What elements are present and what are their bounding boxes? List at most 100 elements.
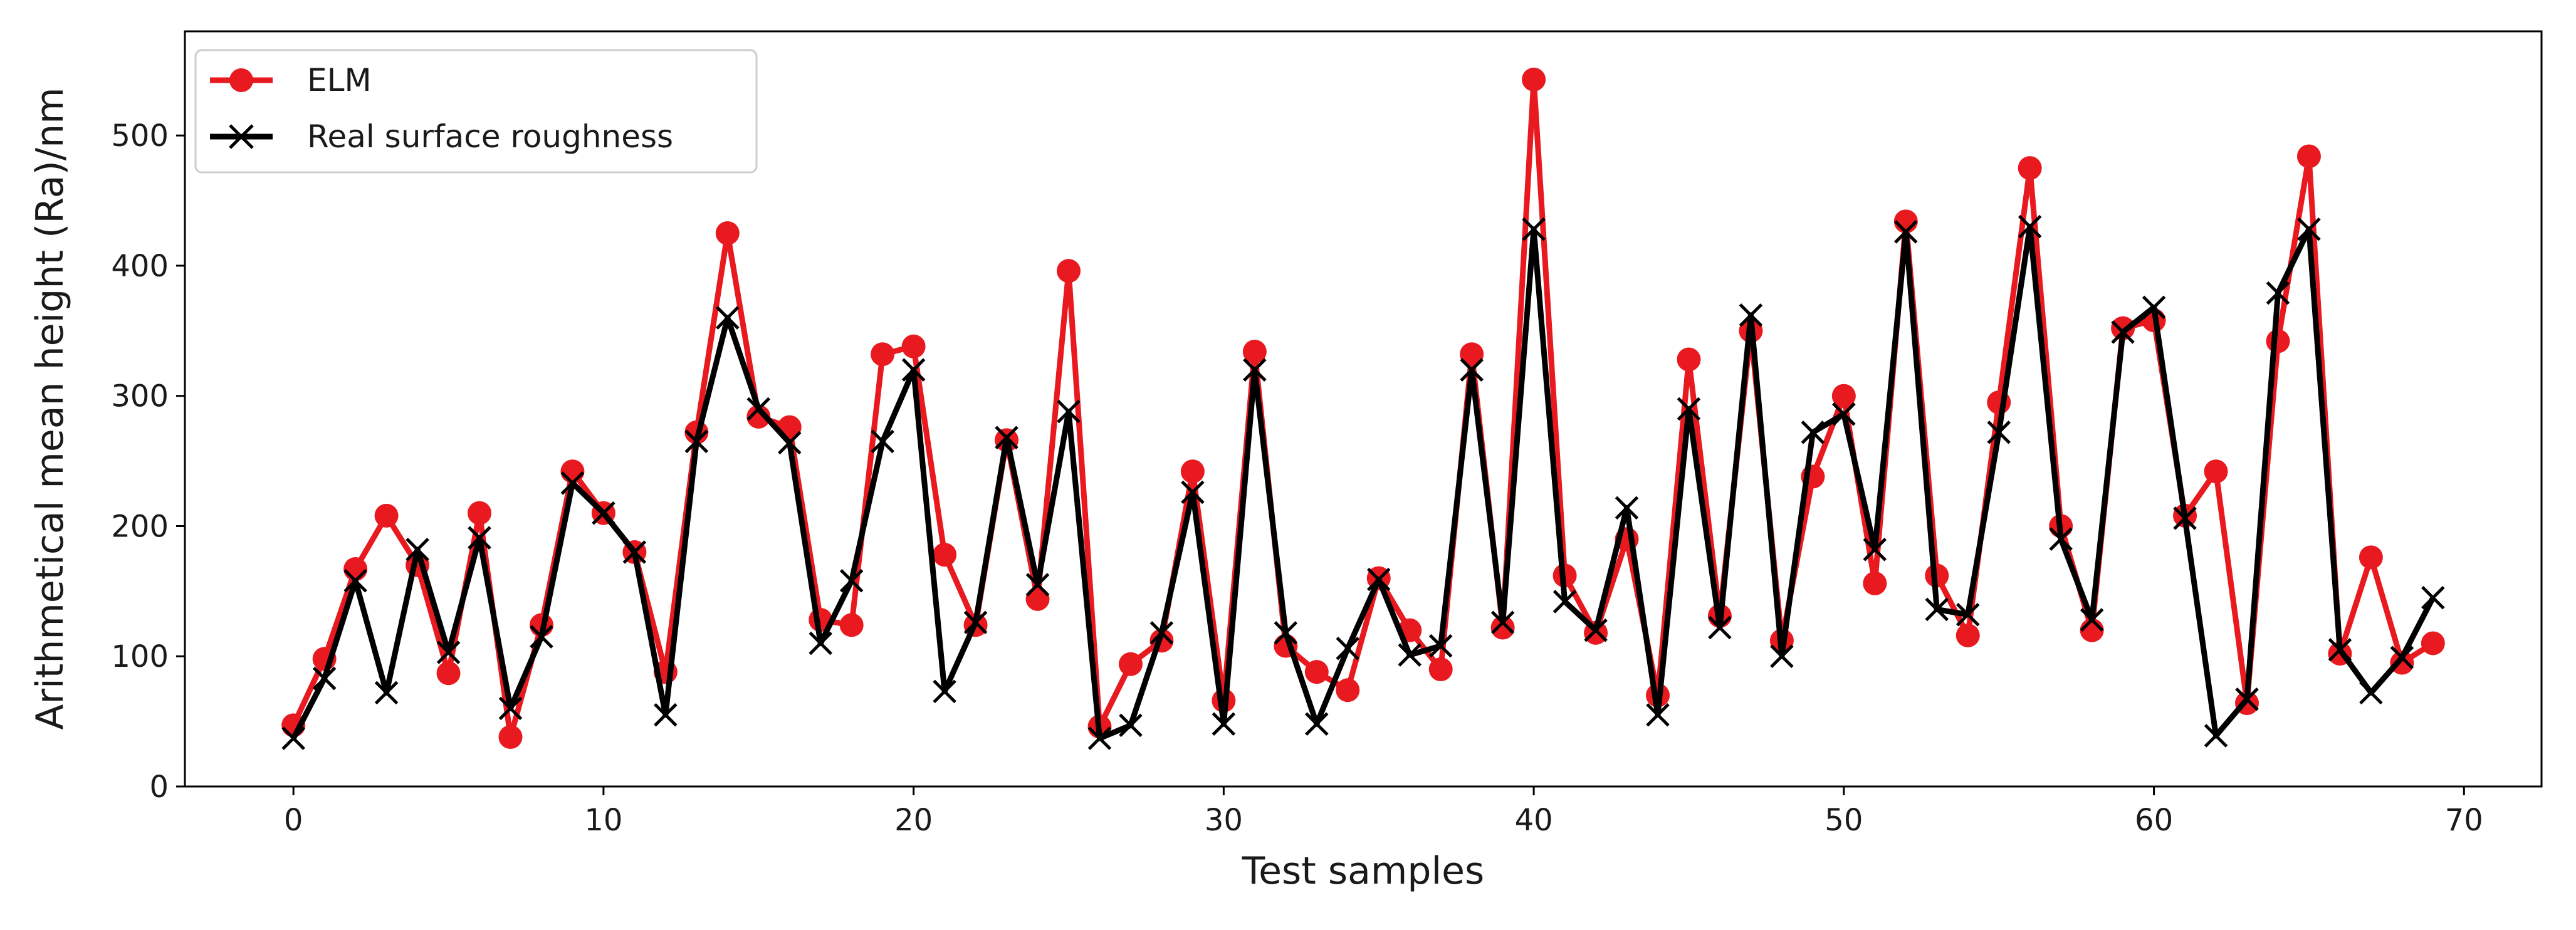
data-point bbox=[1522, 67, 1546, 91]
y-tick-label: 100 bbox=[111, 639, 169, 674]
data-point bbox=[654, 703, 678, 727]
data-point bbox=[1305, 712, 1329, 736]
data-point bbox=[2142, 295, 2166, 320]
data-point bbox=[1243, 358, 1267, 382]
data-point bbox=[933, 679, 956, 704]
data-point bbox=[1460, 342, 1484, 367]
data-point bbox=[2359, 681, 2383, 705]
series-layer bbox=[281, 67, 2445, 750]
data-point bbox=[839, 613, 864, 637]
data-point bbox=[1304, 660, 1329, 684]
data-point bbox=[1708, 615, 1732, 640]
data-point bbox=[560, 471, 585, 495]
data-point bbox=[1460, 358, 1484, 382]
data-point bbox=[2080, 608, 2104, 632]
data-point bbox=[871, 342, 895, 367]
legend-entry-elm: ELM bbox=[210, 62, 372, 98]
data-point bbox=[2235, 687, 2259, 711]
legend-real-label: Real surface roughness bbox=[307, 118, 673, 155]
data-point bbox=[777, 431, 802, 455]
data-point bbox=[2296, 144, 2321, 169]
x-axis-ticks: 0 10 20 30 40 50 60 70 bbox=[284, 786, 2483, 838]
data-point bbox=[406, 538, 429, 562]
series-real-surface-roughness bbox=[281, 214, 2445, 750]
y-tick-label: 200 bbox=[111, 509, 169, 544]
data-point bbox=[1677, 397, 1701, 421]
y-tick-label: 0 bbox=[149, 770, 169, 805]
data-point bbox=[2328, 638, 2352, 662]
y-tick-label: 300 bbox=[111, 379, 169, 414]
data-point bbox=[1336, 637, 1360, 661]
data-point bbox=[1428, 657, 1453, 682]
data-point bbox=[1584, 618, 1608, 642]
data-point bbox=[1149, 621, 1174, 645]
data-point bbox=[2390, 645, 2414, 670]
x-tick-label: 10 bbox=[584, 803, 622, 838]
x-tick-label: 0 bbox=[284, 803, 303, 838]
data-point bbox=[1552, 590, 1577, 614]
data-point bbox=[468, 526, 491, 550]
data-point bbox=[2421, 631, 2445, 656]
data-point bbox=[963, 610, 988, 634]
data-point bbox=[374, 503, 399, 528]
data-point bbox=[1894, 220, 1918, 244]
data-point bbox=[1119, 713, 1143, 738]
data-point bbox=[1646, 703, 1670, 727]
legend: ELM Real surface roughness bbox=[194, 49, 758, 174]
data-point bbox=[2018, 156, 2042, 180]
data-point bbox=[1398, 643, 1422, 667]
data-point bbox=[809, 631, 832, 656]
data-point bbox=[498, 725, 523, 750]
data-point bbox=[1770, 644, 1794, 669]
x-tick-label: 70 bbox=[2445, 803, 2483, 838]
data-point bbox=[1366, 567, 1391, 592]
data-point bbox=[1118, 652, 1143, 676]
data-point bbox=[343, 568, 367, 593]
data-point bbox=[1242, 340, 1267, 364]
data-point bbox=[1490, 615, 1515, 640]
data-point bbox=[436, 640, 461, 664]
data-point bbox=[1057, 399, 1081, 424]
data-point bbox=[1615, 496, 1639, 520]
y-tick-label: 500 bbox=[111, 118, 169, 154]
y-axis-ticks: 0 100 200 300 400 500 bbox=[111, 118, 185, 805]
data-point bbox=[715, 221, 740, 246]
data-point bbox=[1677, 347, 1701, 372]
data-point bbox=[746, 404, 771, 429]
data-point bbox=[2359, 545, 2383, 570]
data-point bbox=[839, 568, 864, 593]
data-point bbox=[1336, 678, 1360, 703]
x-tick-label: 30 bbox=[1205, 803, 1243, 838]
data-point bbox=[468, 501, 491, 525]
data-point bbox=[2111, 316, 2135, 340]
data-point bbox=[1863, 571, 1887, 595]
data-point bbox=[716, 306, 740, 330]
data-point bbox=[1987, 421, 2011, 444]
data-point bbox=[1956, 602, 1980, 627]
data-point bbox=[2204, 724, 2228, 748]
x-tick-label: 60 bbox=[2135, 803, 2173, 838]
data-point bbox=[1925, 597, 1949, 622]
data-point bbox=[1490, 610, 1515, 634]
data-point bbox=[498, 696, 523, 721]
data-point bbox=[1087, 726, 1112, 750]
legend-elm-label: ELM bbox=[307, 62, 372, 98]
data-point bbox=[871, 429, 894, 454]
legend-entry-real: Real surface roughness bbox=[210, 118, 673, 155]
data-point bbox=[2111, 320, 2135, 344]
data-point bbox=[1863, 538, 1887, 562]
data-point bbox=[622, 540, 647, 564]
data-point bbox=[1801, 421, 1825, 444]
data-point bbox=[2049, 527, 2073, 551]
legend-box bbox=[194, 49, 758, 174]
data-point bbox=[995, 426, 1018, 449]
data-point bbox=[1212, 712, 1236, 736]
data-point bbox=[901, 358, 926, 382]
data-point bbox=[1274, 621, 1298, 645]
y-axis-label: Arithmetical mean height (Ra)/nm bbox=[28, 87, 72, 729]
data-point bbox=[560, 459, 585, 484]
data-point bbox=[2204, 459, 2228, 484]
data-point bbox=[281, 726, 305, 750]
legend-real-marker bbox=[229, 124, 254, 149]
